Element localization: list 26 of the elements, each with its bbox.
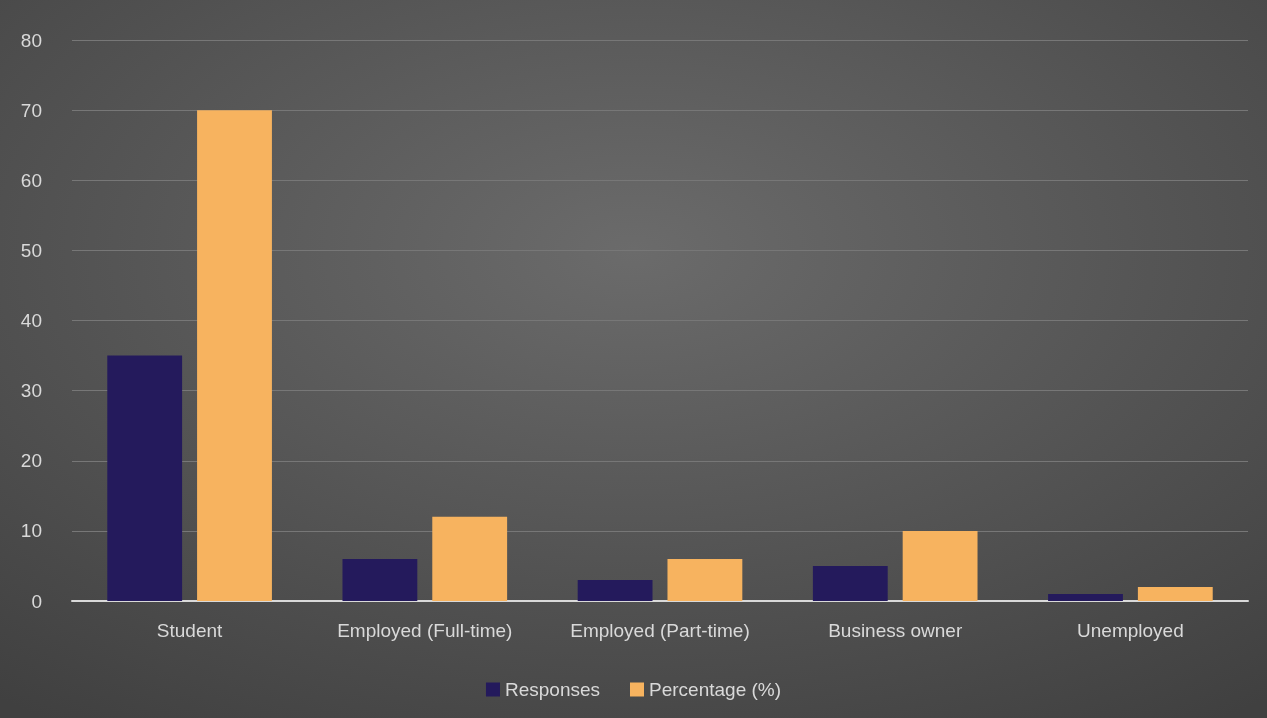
bar — [812, 565, 888, 601]
y-tick-label: 20 — [20, 450, 42, 472]
legend-label: Responses — [504, 679, 601, 700]
bar — [1137, 586, 1213, 601]
x-tick-label: Student — [156, 620, 224, 641]
x-tick-label: Employed (Part-time) — [570, 620, 750, 641]
x-tick-label: Business owner — [828, 620, 963, 641]
y-tick-label: 30 — [20, 380, 42, 402]
bar — [667, 558, 743, 601]
y-tick-label: 10 — [20, 520, 42, 542]
y-tick-label: 50 — [20, 239, 42, 261]
y-tick-label: 60 — [20, 169, 42, 191]
y-tick-label: 70 — [20, 99, 42, 121]
y-tick-label: 40 — [20, 310, 42, 331]
bar — [902, 530, 978, 601]
bar — [197, 110, 272, 601]
legend-label: Percentage (%) — [649, 679, 782, 700]
y-tick-label: 0 — [31, 590, 42, 612]
bar — [342, 558, 418, 601]
bar — [577, 579, 653, 601]
x-tick-label: Unemployed — [1077, 620, 1184, 641]
y-tick-label: 80 — [20, 29, 42, 51]
bar — [1048, 593, 1123, 601]
bar — [107, 355, 183, 601]
x-tick-label: Employed (Full-time) — [337, 620, 513, 641]
bar — [432, 516, 508, 601]
